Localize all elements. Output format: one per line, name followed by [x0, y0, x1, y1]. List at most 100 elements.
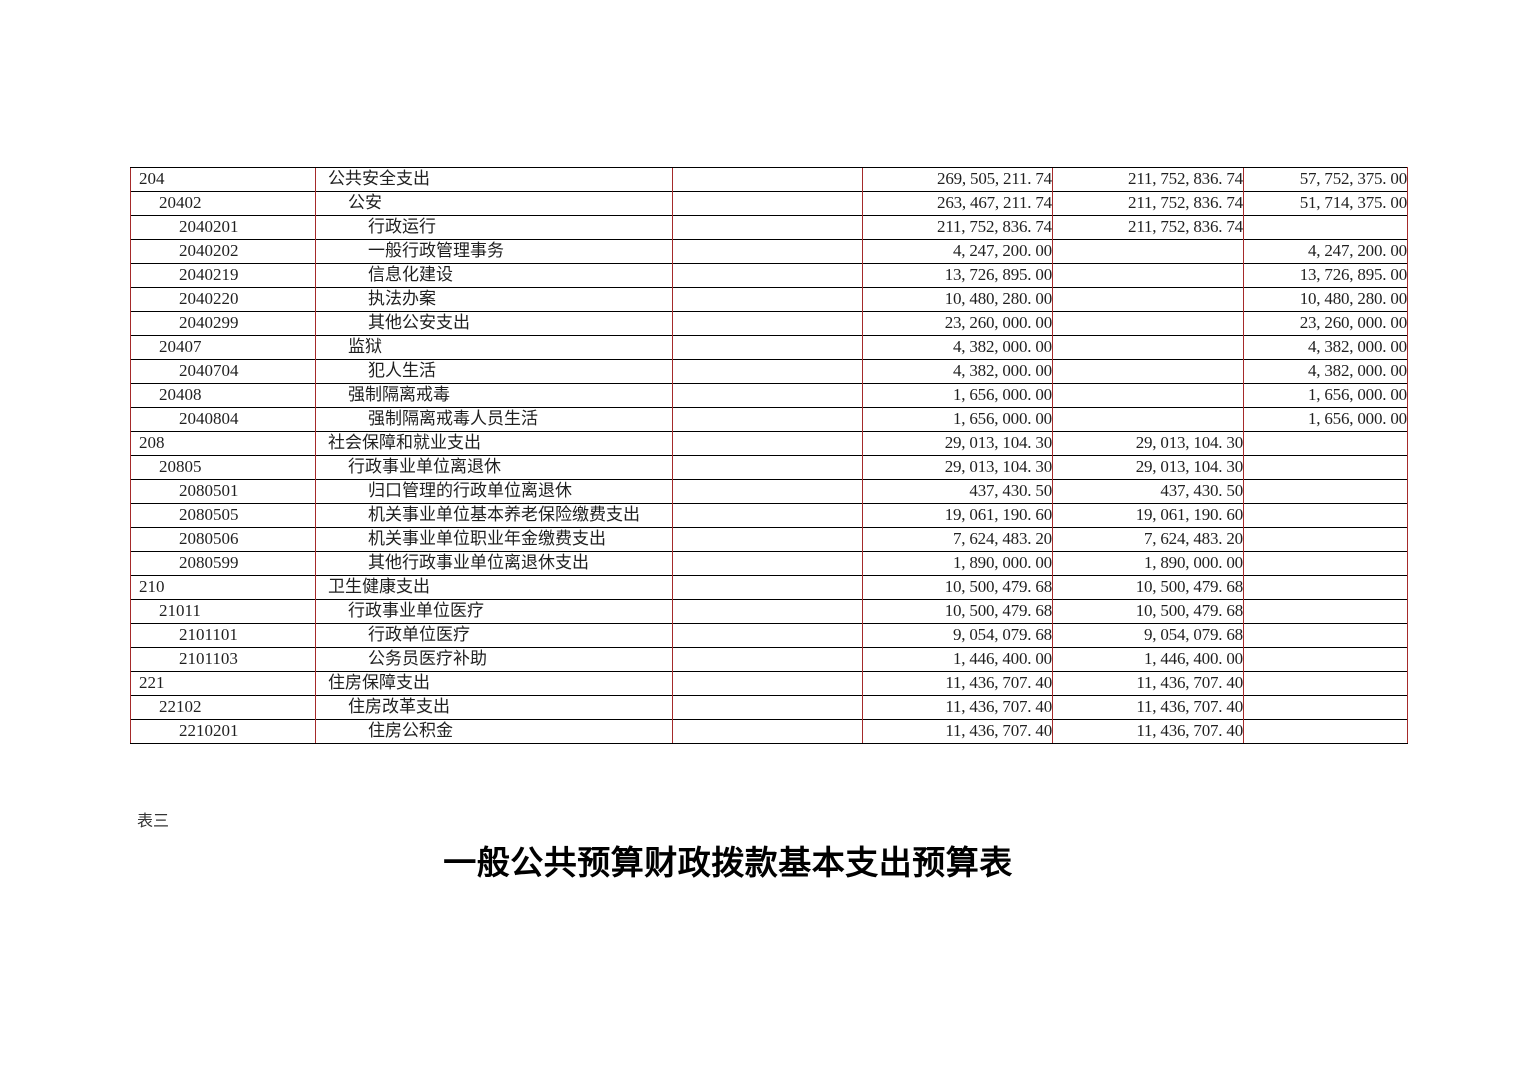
amount-cell: 211, 752, 836. 74: [1052, 215, 1244, 240]
table-row: 21011 行政事业单位医疗 10, 500, 479. 68 10, 500,…: [130, 599, 1408, 624]
amount-cell: 10, 500, 479. 68: [1052, 599, 1244, 624]
spacer-cell: [672, 455, 863, 480]
budget-table: 204 公共安全支出 269, 505, 211. 74 211, 752, 8…: [130, 167, 1408, 744]
code-cell: 2040202: [130, 239, 316, 264]
table-row: 22102 住房改革支出 11, 436, 707. 40 11, 436, 7…: [130, 695, 1408, 720]
code-cell: 210: [130, 575, 316, 600]
amount-cell: 4, 382, 000. 00: [1243, 335, 1408, 360]
name-cell: 行政事业单位离退休: [315, 455, 673, 480]
table-label: 表三: [137, 813, 170, 830]
table-row: 2080501 归口管理的行政单位离退休 437, 430. 50 437, 4…: [130, 479, 1408, 504]
amount-cell: 11, 436, 707. 40: [1052, 671, 1244, 696]
amount-cell: 9, 054, 079. 68: [1052, 623, 1244, 648]
code-cell: 2040220: [130, 287, 316, 312]
spacer-cell: [672, 623, 863, 648]
amount-cell: 7, 624, 483. 20: [862, 527, 1053, 552]
table-row: 221 住房保障支出 11, 436, 707. 40 11, 436, 707…: [130, 671, 1408, 696]
amount-cell: [1243, 479, 1408, 504]
name-cell: 住房改革支出: [315, 695, 673, 720]
name-cell: 其他行政事业单位离退休支出: [315, 551, 673, 576]
code-cell: 20408: [130, 383, 316, 408]
amount-cell: 4, 382, 000. 00: [862, 335, 1053, 360]
amount-cell: [1052, 287, 1244, 312]
amount-cell: 29, 013, 104. 30: [1052, 455, 1244, 480]
name-cell: 行政单位医疗: [315, 623, 673, 648]
amount-cell: 10, 500, 479. 68: [862, 599, 1053, 624]
amount-cell: [1243, 599, 1408, 624]
spacer-cell: [672, 359, 863, 384]
name-cell: 执法办案: [315, 287, 673, 312]
name-cell: 信息化建设: [315, 263, 673, 288]
amount-cell: 10, 480, 280. 00: [1243, 287, 1408, 312]
amount-cell: [1052, 359, 1244, 384]
code-cell: 2040299: [130, 311, 316, 336]
spacer-cell: [672, 719, 863, 744]
table-row: 2210201 住房公积金 11, 436, 707. 40 11, 436, …: [130, 719, 1408, 744]
amount-cell: 4, 247, 200. 00: [862, 239, 1053, 264]
name-cell: 公共安全支出: [315, 167, 673, 192]
amount-cell: 11, 436, 707. 40: [862, 719, 1053, 744]
spacer-cell: [672, 383, 863, 408]
code-cell: 204: [130, 167, 316, 192]
amount-cell: 1, 446, 400. 00: [862, 647, 1053, 672]
table-row: 2040219 信息化建设 13, 726, 895. 00 13, 726, …: [130, 263, 1408, 288]
spacer-cell: [672, 575, 863, 600]
amount-cell: 1, 656, 000. 00: [862, 407, 1053, 432]
code-cell: 2040804: [130, 407, 316, 432]
code-cell: 20407: [130, 335, 316, 360]
code-cell: 22102: [130, 695, 316, 720]
amount-cell: 13, 726, 895. 00: [862, 263, 1053, 288]
name-cell: 公安: [315, 191, 673, 216]
amount-cell: 11, 436, 707. 40: [862, 695, 1053, 720]
name-cell: 机关事业单位基本养老保险缴费支出: [315, 503, 673, 528]
table-row: 20407 监狱 4, 382, 000. 00 4, 382, 000. 00: [130, 335, 1408, 360]
code-cell: 2101103: [130, 647, 316, 672]
amount-cell: 4, 247, 200. 00: [1243, 239, 1408, 264]
amount-cell: 29, 013, 104. 30: [862, 455, 1053, 480]
code-cell: 21011: [130, 599, 316, 624]
name-cell: 强制隔离戒毒人员生活: [315, 407, 673, 432]
name-cell: 卫生健康支出: [315, 575, 673, 600]
amount-cell: 269, 505, 211. 74: [862, 167, 1053, 192]
amount-cell: 29, 013, 104. 30: [1052, 431, 1244, 456]
name-cell: 公务员医疗补助: [315, 647, 673, 672]
spacer-cell: [672, 311, 863, 336]
amount-cell: 51, 714, 375. 00: [1243, 191, 1408, 216]
code-cell: 2080506: [130, 527, 316, 552]
amount-cell: [1052, 383, 1244, 408]
amount-cell: 7, 624, 483. 20: [1052, 527, 1244, 552]
amount-cell: 11, 436, 707. 40: [862, 671, 1053, 696]
code-cell: 2040219: [130, 263, 316, 288]
amount-cell: 437, 430. 50: [862, 479, 1053, 504]
spacer-cell: [672, 215, 863, 240]
table-row: 2080506 机关事业单位职业年金缴费支出 7, 624, 483. 20 7…: [130, 527, 1408, 552]
amount-cell: 23, 260, 000. 00: [862, 311, 1053, 336]
spacer-cell: [672, 647, 863, 672]
amount-cell: [1243, 719, 1408, 744]
amount-cell: 1, 656, 000. 00: [1243, 383, 1408, 408]
spacer-cell: [672, 431, 863, 456]
name-cell: 社会保障和就业支出: [315, 431, 673, 456]
name-cell: 强制隔离戒毒: [315, 383, 673, 408]
table-row: 20408 强制隔离戒毒 1, 656, 000. 00 1, 656, 000…: [130, 383, 1408, 408]
amount-cell: [1243, 215, 1408, 240]
code-cell: 208: [130, 431, 316, 456]
amount-cell: [1243, 575, 1408, 600]
amount-cell: 23, 260, 000. 00: [1243, 311, 1408, 336]
table-row: 210 卫生健康支出 10, 500, 479. 68 10, 500, 479…: [130, 575, 1408, 600]
page-title: 一般公共预算财政拨款基本支出预算表: [443, 843, 1013, 882]
amount-cell: 19, 061, 190. 60: [862, 503, 1053, 528]
amount-cell: 4, 382, 000. 00: [862, 359, 1053, 384]
amount-cell: 211, 752, 836. 74: [1052, 191, 1244, 216]
name-cell: 其他公安支出: [315, 311, 673, 336]
code-cell: 2101101: [130, 623, 316, 648]
table-row: 2040202 一般行政管理事务 4, 247, 200. 00 4, 247,…: [130, 239, 1408, 264]
amount-cell: 57, 752, 375. 00: [1243, 167, 1408, 192]
name-cell: 机关事业单位职业年金缴费支出: [315, 527, 673, 552]
amount-cell: 10, 480, 280. 00: [862, 287, 1053, 312]
spacer-cell: [672, 239, 863, 264]
spacer-cell: [672, 479, 863, 504]
spacer-cell: [672, 167, 863, 192]
amount-cell: [1243, 695, 1408, 720]
